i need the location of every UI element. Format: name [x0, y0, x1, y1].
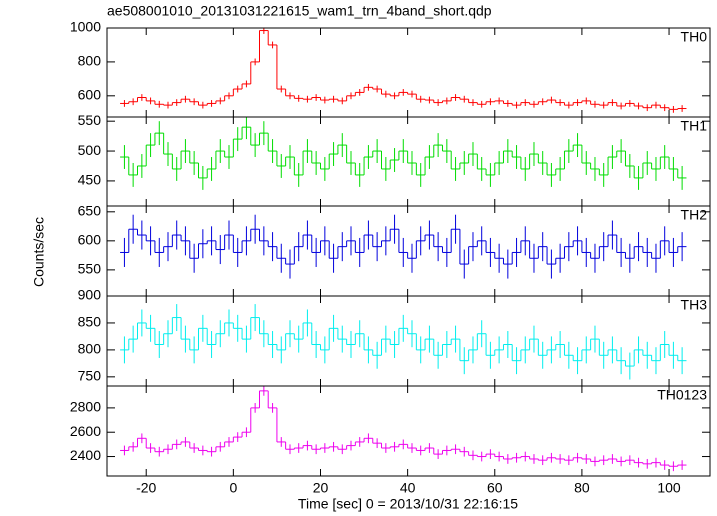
panel-frame	[106, 27, 711, 118]
panel-frame	[106, 295, 711, 387]
chart-title: ae508001010_20131031221615_wam1_trn_4ban…	[107, 3, 492, 19]
y-tick-label: 550	[78, 112, 102, 128]
legend-label: TH1	[681, 118, 708, 134]
x-axis-label: Time [sec] 0 = 2013/10/31 22:16:15	[298, 496, 518, 512]
y-tick-label: 850	[78, 314, 102, 330]
panel-frame	[106, 385, 711, 477]
x-tick-label: 80	[574, 480, 590, 496]
y-tick-label: 600	[78, 87, 102, 103]
y-tick-label: 800	[78, 53, 102, 69]
legend-label: TH2	[681, 207, 708, 223]
x-tick-label: 60	[487, 480, 503, 496]
panel-frame	[106, 205, 711, 297]
y-tick-label: 550	[78, 261, 102, 277]
x-tick-label: -20	[136, 480, 156, 496]
x-tick-label: 20	[313, 480, 329, 496]
y-tick-label: 2400	[70, 447, 101, 463]
panel-frame	[106, 116, 711, 207]
x-tick-label: 0	[229, 480, 237, 496]
y-tick-label: 600	[78, 232, 102, 248]
y-tick-label: 1000	[70, 19, 101, 35]
y-tick-label: 750	[78, 368, 102, 384]
legend-label: TH0	[681, 29, 708, 45]
x-tick-label: 40	[400, 480, 416, 496]
y-tick-label: 800	[78, 341, 102, 357]
y-tick-label: 900	[78, 287, 102, 303]
y-tick-label: 2600	[70, 423, 101, 439]
legend-label: TH3	[681, 297, 708, 313]
y-tick-label: 2800	[70, 399, 101, 415]
y-tick-label: 500	[78, 142, 102, 158]
y-tick-label: 450	[78, 172, 102, 188]
legend-label: TH0123	[657, 387, 707, 403]
y-axis-label: Counts/sec	[31, 217, 47, 287]
y-tick-label: 650	[78, 203, 102, 219]
x-tick-label: 100	[657, 480, 681, 496]
